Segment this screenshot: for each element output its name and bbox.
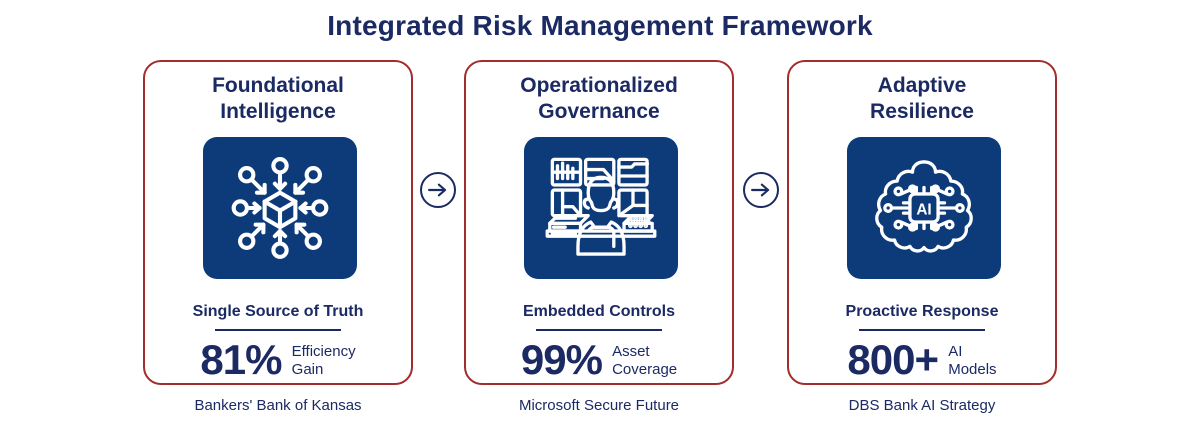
svg-text:AI: AI (916, 201, 931, 218)
